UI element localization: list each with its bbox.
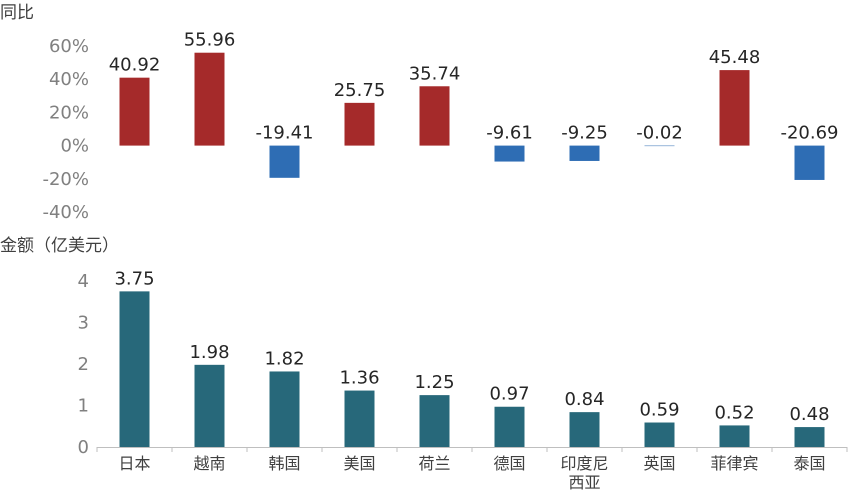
category-label: 美国: [343, 454, 375, 473]
amount-data-labels: 3.75 1.98 1.82 1.36 1.25 0.97 0.84 0.59 0.52 0.48: [114, 268, 829, 425]
amount-data-label: 3.75: [114, 268, 154, 289]
yoy-data-label: 25.75: [334, 80, 386, 101]
amount-bar: [344, 390, 375, 447]
yoy-growth-chart: 同比 60% 40% 20% 0% -20% -40% 40.92 55.96 -19.41 2…: [0, 3, 839, 223]
category-label-line: 泰国: [793, 454, 825, 473]
yoy-data-label: -19.41: [255, 123, 313, 144]
amount-data-label: 1.36: [339, 368, 379, 389]
amount-data-label: 0.84: [564, 389, 604, 410]
category-label: 德国: [493, 454, 525, 473]
category-label: 泰国: [793, 454, 825, 473]
yoy-bar: [644, 145, 675, 147]
category-label-line: 英国: [643, 454, 675, 473]
yoy-data-label: 40.92: [109, 55, 161, 76]
amount-bar: [569, 412, 600, 447]
yoy-bar: [419, 86, 450, 146]
amount-axis-title: 金额（亿美元）: [0, 236, 119, 256]
yoy-bar: [194, 52, 225, 146]
category-label: 印度尼西亚: [560, 454, 608, 492]
category-label-line: 荷兰: [418, 454, 450, 473]
category-label-line: 西亚: [568, 473, 600, 492]
category-label-line: 德国: [493, 454, 525, 473]
yoy-bar: [269, 145, 300, 178]
yoy-bar: [494, 145, 525, 162]
amount-tick-label: 0: [78, 437, 89, 458]
category-label-line: 越南: [193, 454, 225, 473]
category-label: 越南: [193, 454, 225, 473]
category-label: 日本: [118, 454, 150, 473]
x-axis-ticks: [96, 447, 848, 452]
amount-data-label: 0.59: [639, 400, 679, 421]
yoy-data-label: 55.96: [184, 30, 236, 51]
category-label-line: 印度尼: [560, 454, 608, 473]
amount-chart: 金额（亿美元） 4 3 2 1 0 3.75 1.98 1.82 1.36 1.25 0.97 0.…: [0, 236, 848, 492]
yoy-axis-title: 同比: [0, 3, 34, 23]
yoy-tick-label: 40%: [49, 69, 89, 90]
yoy-tick-label: 20%: [49, 102, 89, 123]
amount-bar: [719, 425, 750, 447]
amount-bar: [194, 364, 225, 447]
category-label: 韩国: [268, 454, 300, 473]
amount-bar: [794, 427, 825, 447]
yoy-data-label: 45.48: [709, 47, 761, 68]
category-label: 菲律宾: [710, 454, 758, 473]
amount-data-label: 1.98: [189, 342, 229, 363]
yoy-tick-label: -20%: [42, 169, 89, 190]
yoy-y-ticks: 60% 40% 20% 0% -20% -40%: [42, 36, 89, 223]
amount-data-label: 0.97: [489, 384, 529, 405]
yoy-data-label: -20.69: [780, 123, 838, 144]
yoy-bar: [794, 145, 825, 180]
amount-bar: [119, 291, 150, 447]
yoy-tick-label: 0%: [60, 136, 89, 157]
x-axis-category-labels: 日本 越南 韩国 美国 荷兰 德国 印度尼西亚 英国 菲律宾 泰国: [118, 454, 825, 492]
category-label: 英国: [643, 454, 675, 473]
amount-data-label: 1.82: [264, 348, 304, 369]
amount-bar: [269, 371, 300, 447]
amount-tick-label: 2: [78, 354, 89, 375]
amount-tick-label: 3: [78, 313, 89, 334]
amount-bar: [419, 395, 450, 447]
yoy-data-labels: 40.92 55.96 -19.41 25.75 35.74 -9.61 -9.25 -0.0…: [109, 30, 839, 144]
category-label-line: 菲律宾: [710, 454, 758, 473]
amount-tick-label: 4: [78, 271, 89, 292]
amount-data-label: 1.25: [414, 372, 454, 393]
amount-bar: [644, 422, 675, 447]
category-label-line: 美国: [343, 454, 375, 473]
yoy-data-label: -9.61: [486, 123, 533, 144]
yoy-data-label: -9.25: [561, 123, 608, 144]
yoy-data-label: 35.74: [409, 63, 461, 84]
amount-tick-label: 1: [78, 396, 89, 417]
amount-bars: [119, 291, 825, 447]
yoy-bar: [719, 70, 750, 146]
yoy-bars: [119, 52, 825, 180]
category-label-line: 韩国: [268, 454, 300, 473]
yoy-data-label: -0.02: [636, 123, 683, 144]
yoy-tick-label: -40%: [42, 202, 89, 223]
amount-data-label: 0.52: [714, 402, 754, 423]
category-label: 荷兰: [418, 454, 450, 473]
yoy-bar: [119, 77, 150, 146]
amount-data-label: 0.48: [789, 404, 829, 425]
yoy-bar: [569, 145, 600, 161]
amount-y-ticks: 4 3 2 1 0: [78, 271, 89, 458]
yoy-bar: [344, 102, 375, 146]
category-label-line: 日本: [118, 454, 150, 473]
amount-bar: [494, 406, 525, 447]
yoy-tick-label: 60%: [49, 36, 89, 57]
